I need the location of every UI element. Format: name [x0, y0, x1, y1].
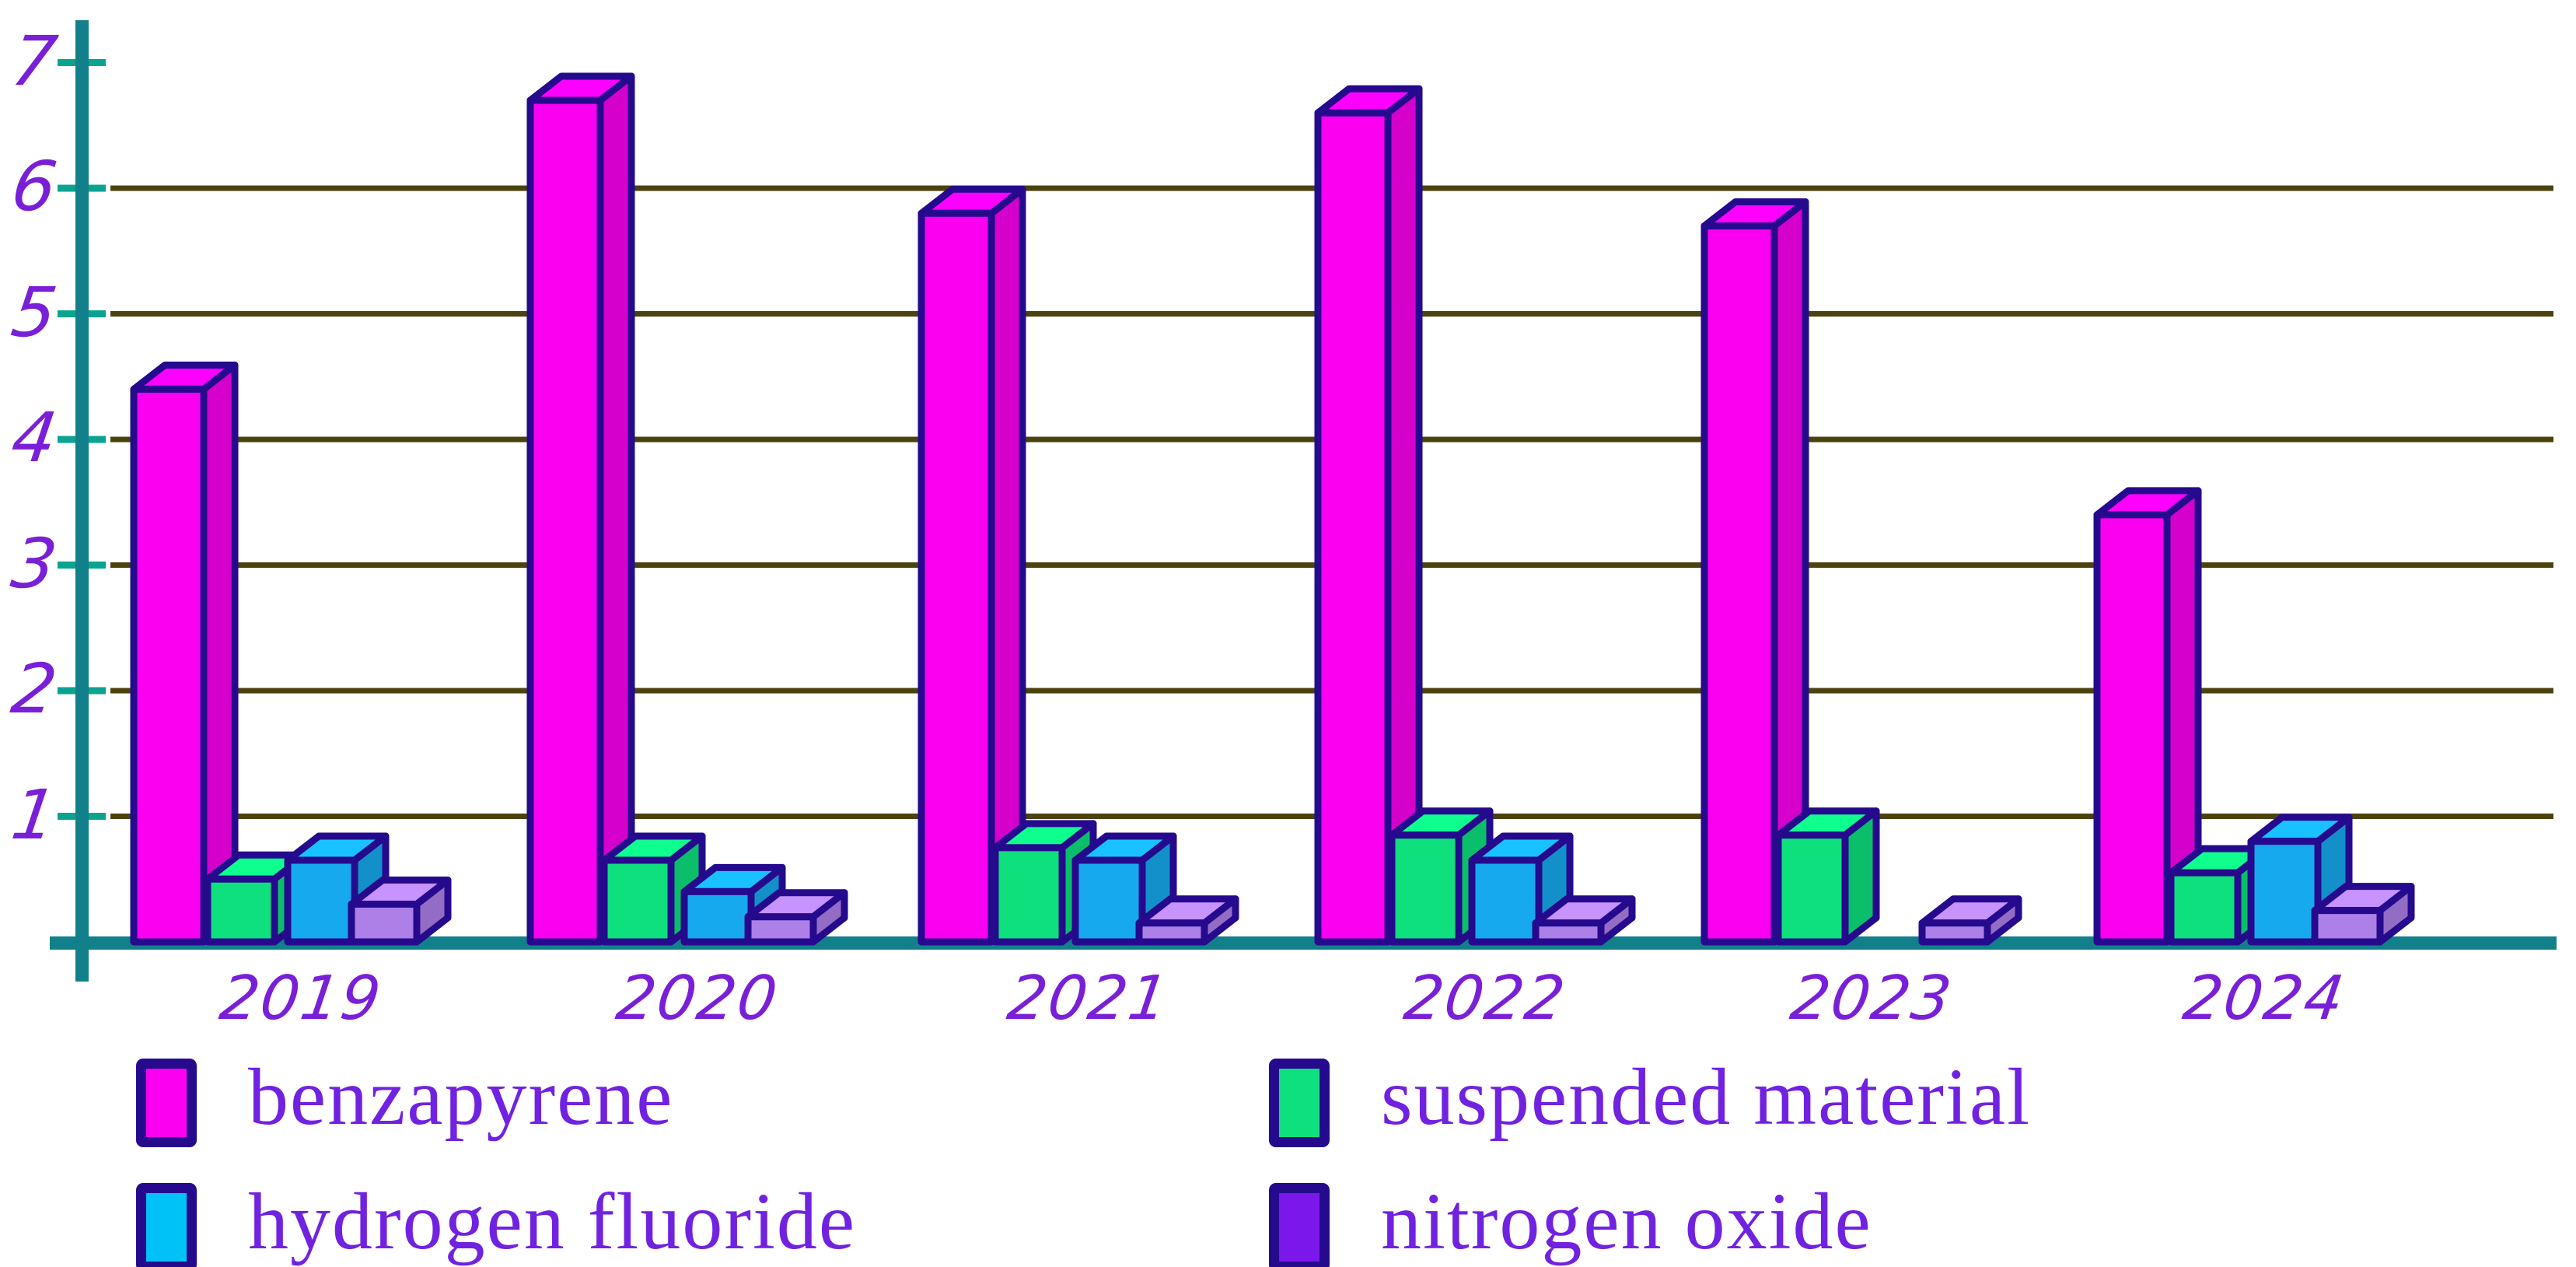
bar-2020-hydrogen-fluoride: [680, 887, 755, 946]
y-axis-label-3: 3: [6, 523, 62, 604]
y-axis-label-7: 7: [6, 20, 62, 101]
bar-2024-benzapyrene: [2093, 511, 2171, 946]
bar-2020-nitrogen-oxide: [744, 913, 817, 946]
x-axis-label-2023: 2023: [1786, 964, 1957, 1034]
bar-2019-hydrogen-fluoride: [284, 856, 358, 946]
legend-swatch-benzapyrene: [136, 1059, 197, 1147]
bar-2019-benzapyrene: [130, 385, 208, 946]
x-axis-label-2021: 2021: [1003, 964, 1174, 1034]
bar-2021-suspended-material: [991, 844, 1066, 946]
legend-swatch-suspended-material: [1269, 1059, 1330, 1147]
legend-swatch-hydrogen-fluoride: [136, 1183, 197, 1267]
bar-2019-benzapyrene-side: [200, 361, 239, 946]
legend-label: nitrogen oxide: [1381, 1177, 1872, 1266]
legend-swatch-nitrogen-oxide: [1269, 1183, 1330, 1267]
y-axis: [75, 20, 89, 982]
bar-2023-suspended-material: [1774, 831, 1849, 946]
x-axis-label-2019: 2019: [215, 964, 386, 1034]
bar-2022-suspended-material: [1388, 831, 1463, 946]
x-axis-label-2022: 2022: [1400, 964, 1571, 1034]
bar-2020-suspended-material: [600, 856, 675, 946]
bar-2023-benzapyrene: [1700, 222, 1778, 946]
y-axis-label-4: 4: [6, 397, 62, 478]
legend-label: benzapyrene: [248, 1052, 674, 1142]
bar-2021-hydrogen-fluoride: [1071, 856, 1146, 946]
y-axis-label-5: 5: [6, 271, 62, 352]
bar-2022-benzapyrene: [1314, 109, 1392, 946]
y-axis-label-2: 2: [6, 649, 62, 729]
bar-2021-nitrogen-oxide: [1135, 919, 1208, 946]
bar-2019-suspended-material: [204, 875, 278, 946]
y-axis-label-1: 1: [6, 774, 62, 855]
bar-2020-benzapyrene: [526, 96, 604, 946]
bar-2023-suspended-material-side: [1841, 807, 1880, 946]
x-axis-label-2020: 2020: [612, 964, 783, 1034]
bar-2022-nitrogen-oxide: [1532, 919, 1605, 946]
legend-item-suspended-material: suspended material: [1269, 1056, 2031, 1150]
legend-item-hydrogen-fluoride: hydrogen fluoride: [136, 1181, 1269, 1267]
bar-2023-nitrogen-oxide: [1918, 919, 1991, 946]
x-axis-label-2024: 2024: [2179, 964, 2350, 1034]
legend-item-benzapyrene: benzapyrene: [136, 1056, 1269, 1150]
legend: benzapyrene suspended material hydrogen …: [136, 1056, 2031, 1267]
bar-2024-hydrogen-fluoride: [2247, 838, 2322, 946]
bar-2024-nitrogen-oxide: [2311, 907, 2384, 946]
bar-2019-nitrogen-oxide: [348, 901, 421, 946]
bar-2021-benzapyrene: [918, 209, 995, 946]
y-axis-label-6: 6: [6, 146, 62, 226]
bar-2024-suspended-material: [2167, 869, 2242, 946]
bar-2020-benzapyrene-side: [596, 72, 635, 946]
bar-2022-hydrogen-fluoride: [1468, 856, 1543, 946]
legend-label: hydrogen fluoride: [248, 1177, 857, 1266]
legend-item-nitrogen-oxide: nitrogen oxide: [1269, 1181, 2031, 1267]
legend-label: suspended material: [1381, 1052, 2031, 1142]
